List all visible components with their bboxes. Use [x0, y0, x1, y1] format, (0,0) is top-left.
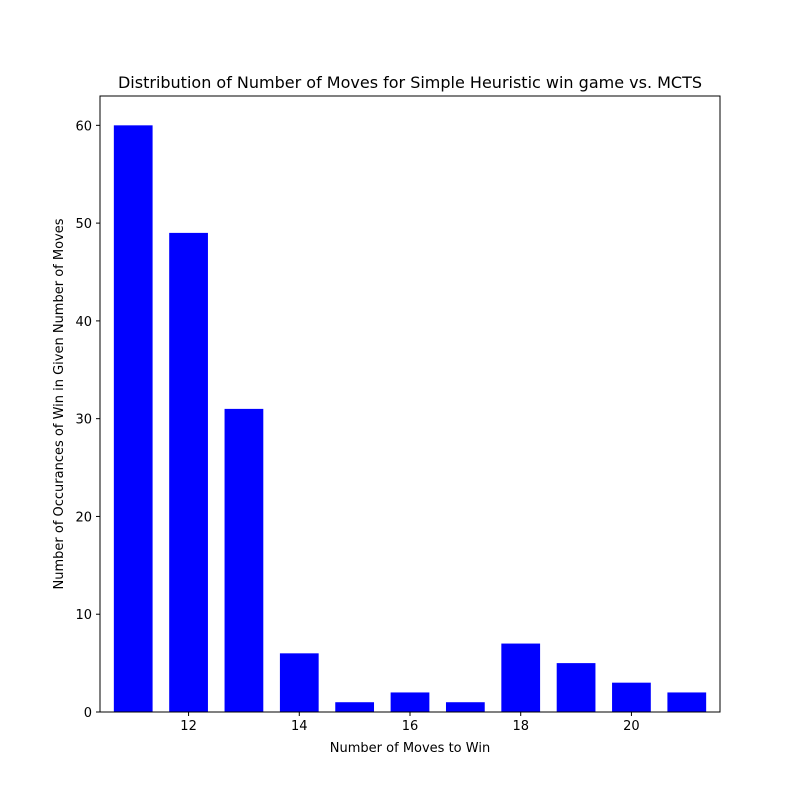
x-tick-label: 20: [623, 719, 640, 734]
bar-11: [113, 125, 153, 713]
bar-12: [169, 232, 208, 712]
y-tick-label: 50: [75, 217, 92, 232]
y-tick-label: 30: [75, 413, 92, 428]
bar-21: [667, 692, 707, 712]
x-tick-label: 14: [291, 719, 308, 734]
y-tick-label: 20: [75, 510, 92, 525]
y-tick-label: 0: [84, 706, 92, 721]
x-axis-ticks: 12 14 16 18 20: [180, 712, 640, 734]
chart-title: Distribution of Number of Moves for Simp…: [118, 73, 702, 92]
y-axis-label: Number of Occurances of Win in Given Num…: [52, 218, 67, 589]
bar-18: [501, 643, 541, 712]
bar-13: [224, 408, 264, 712]
x-tick-label: 18: [512, 719, 529, 734]
bar-14: [279, 653, 319, 712]
bar-20: [612, 682, 651, 712]
bar-19: [556, 663, 596, 712]
x-tick-label: 16: [402, 719, 419, 734]
y-tick-label: 60: [75, 119, 92, 134]
y-tick-label: 40: [75, 315, 92, 330]
plot-frame: [99, 95, 721, 713]
x-axis-label: Number of Moves to Win: [330, 741, 490, 756]
bar-16: [390, 692, 430, 712]
bars-group: [113, 125, 707, 713]
x-tick-label: 12: [180, 719, 197, 734]
y-tick-label: 10: [75, 608, 92, 623]
bar-17: [445, 702, 485, 712]
bar-15: [335, 702, 375, 712]
y-axis-ticks: 0 10 20 30 40 50 60: [75, 119, 100, 721]
